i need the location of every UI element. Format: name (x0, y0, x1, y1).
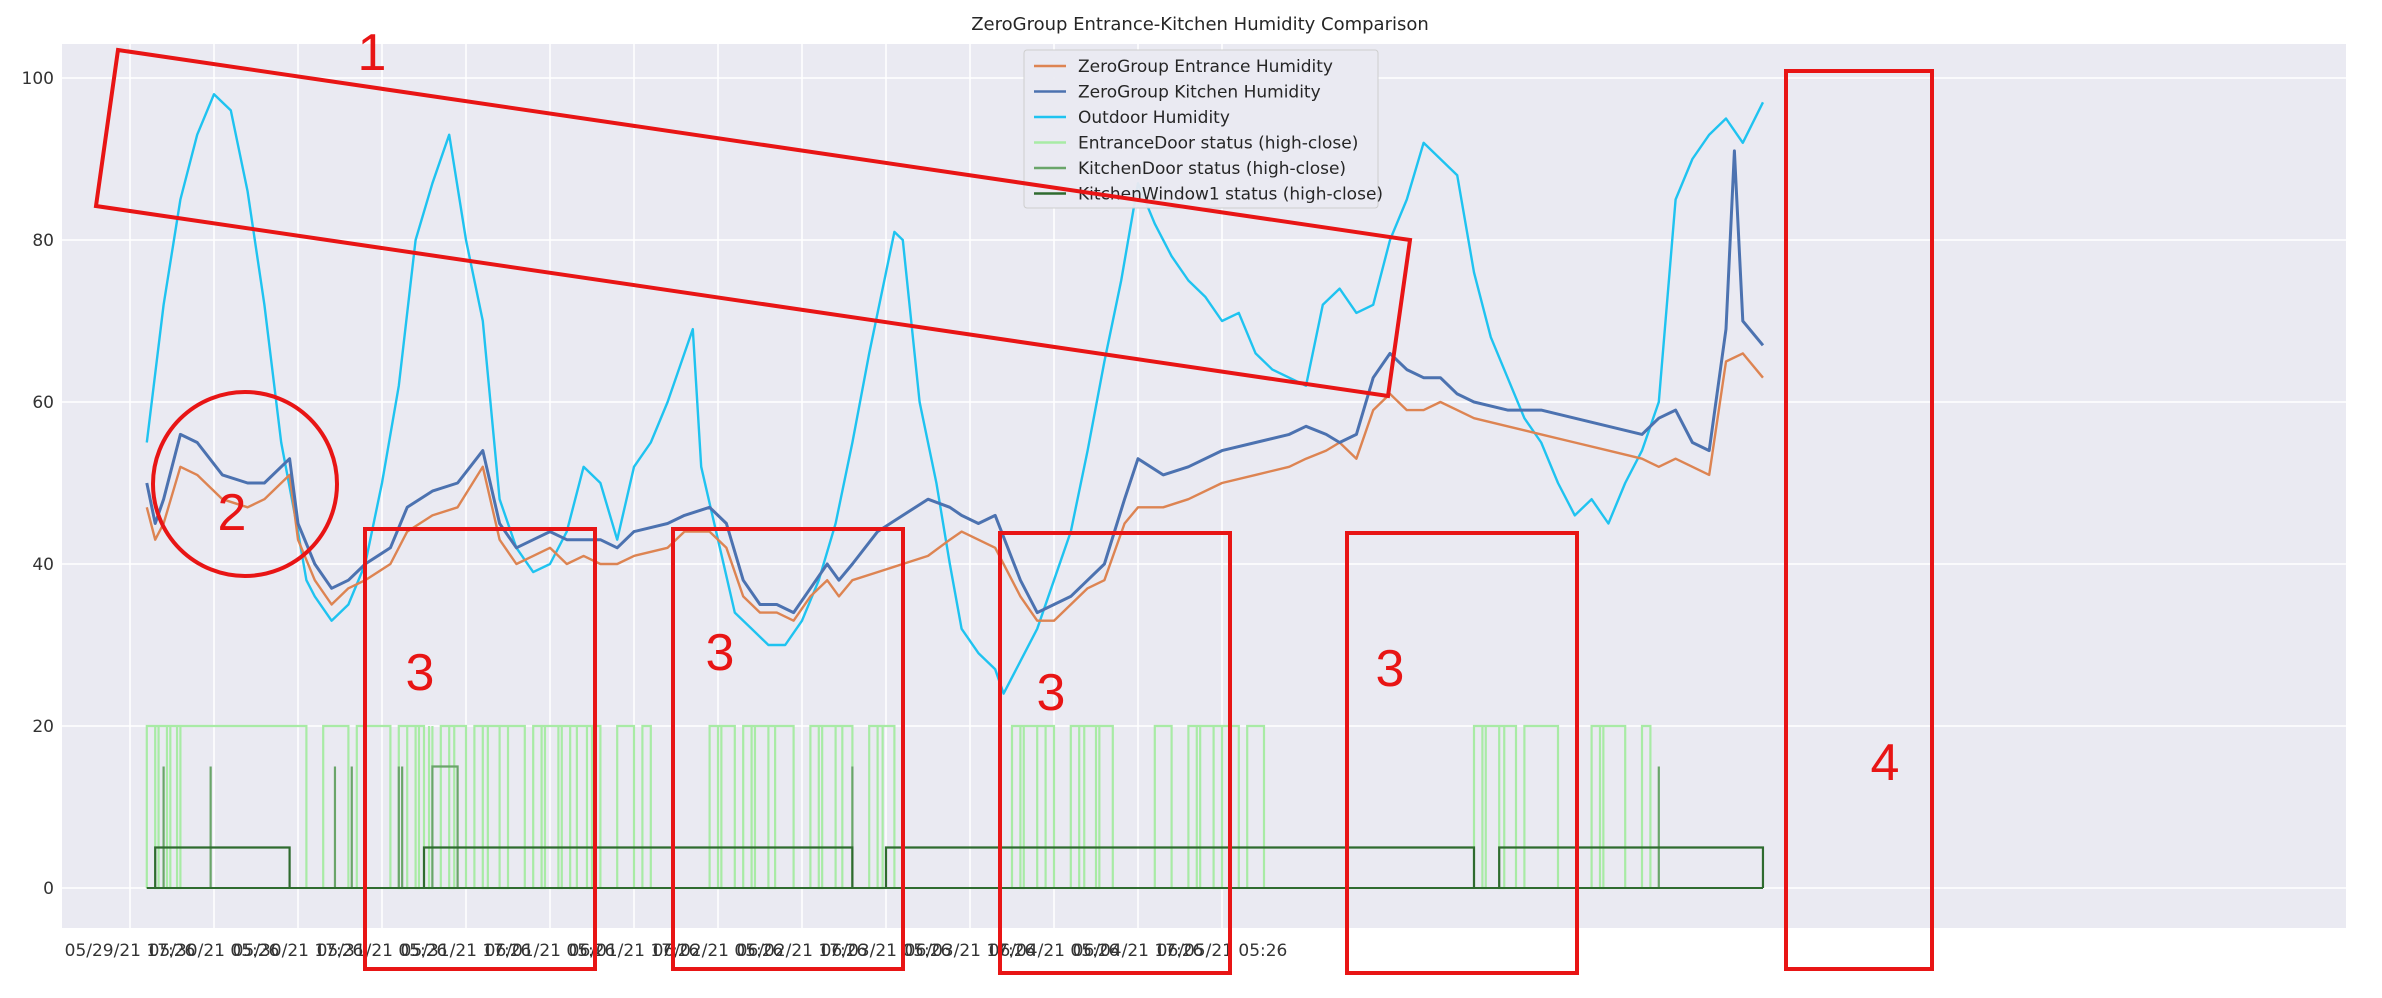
series-kitchendoor-status-high-close (162, 765, 1660, 888)
legend-entry: Outdoor Humidity (1078, 108, 1230, 128)
annotation-box-4 (1784, 69, 1934, 971)
annotations: 1 2 3 3 3 3 4 (93, 24, 1934, 975)
annotation-label: 3 (706, 624, 735, 682)
legend-entry: EntranceDoor status (high-close) (1078, 134, 1358, 154)
x-tick-label: 06/04/21 17:26 (1073, 941, 1204, 961)
x-tick-label: 06/02/21 17:26 (737, 941, 868, 961)
annotation-label: 4 (1871, 734, 1900, 792)
chart-title: ZeroGroup Entrance-Kitchen Humidity Comp… (971, 14, 1429, 35)
annotation-label: 3 (1037, 664, 1066, 722)
x-tick-label: 06/04/21 05:26 (989, 941, 1120, 961)
legend-entry: ZeroGroup Kitchen Humidity (1078, 83, 1321, 103)
annotation-box-3b (671, 527, 905, 971)
annotation-label: 3 (1376, 640, 1405, 698)
x-tick-label: 06/01/21 17:26 (569, 941, 700, 961)
x-tick-label: 05/31/21 17:26 (401, 941, 532, 961)
x-tick-label: 05/31/21 05:26 (317, 941, 448, 961)
series-outdoor-humidity (145, 92, 1765, 695)
x-tick-label: 06/02/21 05:26 (653, 941, 784, 961)
series-kitchenwindow1-status-high-close (154, 846, 1765, 888)
series-zerogroup-kitchen-humidity (145, 149, 1765, 615)
legend-entry: ZeroGroup Entrance Humidity (1078, 57, 1333, 77)
x-tick-label: 06/01/21 05:26 (485, 941, 616, 961)
annotation-box-3a (363, 527, 597, 971)
annotation-circle-2 (151, 390, 339, 578)
x-tick-label: 05/29/21 17:26 (65, 941, 196, 961)
annotation-box-3d (1345, 531, 1579, 975)
y-tick-label: 80 (32, 231, 54, 251)
annotation-box-3c (998, 531, 1232, 975)
annotation-label: 3 (406, 644, 435, 702)
y-tick-label: 0 (43, 879, 54, 899)
x-tick-label: 06/03/21 05:26 (821, 941, 952, 961)
y-tick-label: 100 (22, 69, 54, 89)
annotation-label: 1 (358, 24, 387, 82)
annotation-box-1 (93, 47, 1413, 399)
y-tick-label: 60 (32, 393, 54, 413)
x-tick-label: 05/30/21 17:26 (233, 941, 364, 961)
x-tick-label: 05/30/21 05:26 (149, 941, 280, 961)
y-tick-labels: 0 20 40 60 80 100 (22, 69, 54, 899)
legend-entry: KitchenWindow1 status (high-close) (1078, 185, 1383, 205)
x-tick-label: 06/03/21 17:26 (905, 941, 1036, 961)
legend-entry: KitchenDoor status (high-close) (1078, 159, 1346, 179)
legend: ZeroGroup Entrance Humidity ZeroGroup Kit… (1023, 49, 1383, 209)
y-tick-label: 40 (32, 555, 54, 575)
y-tick-label: 20 (32, 717, 54, 737)
x-tick-label: 06/05/21 05:26 (1157, 941, 1288, 961)
annotation-label: 2 (218, 484, 247, 542)
